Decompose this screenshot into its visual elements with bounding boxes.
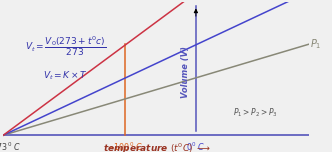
Text: $P_1$: $P_1$ (310, 37, 322, 51)
Text: Volume (V): Volume (V) (181, 46, 190, 98)
Text: temperature $(t^0 C)$ $\longrightarrow$: temperature $(t^0 C)$ $\longrightarrow$ (103, 141, 211, 152)
Text: $P_1 > P_2 > P_3$: $P_1 > P_2 > P_3$ (233, 106, 278, 119)
Text: $-273^0\ C$: $-273^0\ C$ (0, 141, 21, 152)
Text: $V_t = \dfrac{V_0(273 + t^0c)}{273}$: $V_t = \dfrac{V_0(273 + t^0c)}{273}$ (25, 34, 106, 58)
Text: $0^0\ C$: $0^0\ C$ (186, 141, 206, 152)
Text: $V_t = K \times T$: $V_t = K \times T$ (43, 69, 88, 82)
Text: $-100^0\ C$: $-100^0\ C$ (107, 141, 143, 152)
